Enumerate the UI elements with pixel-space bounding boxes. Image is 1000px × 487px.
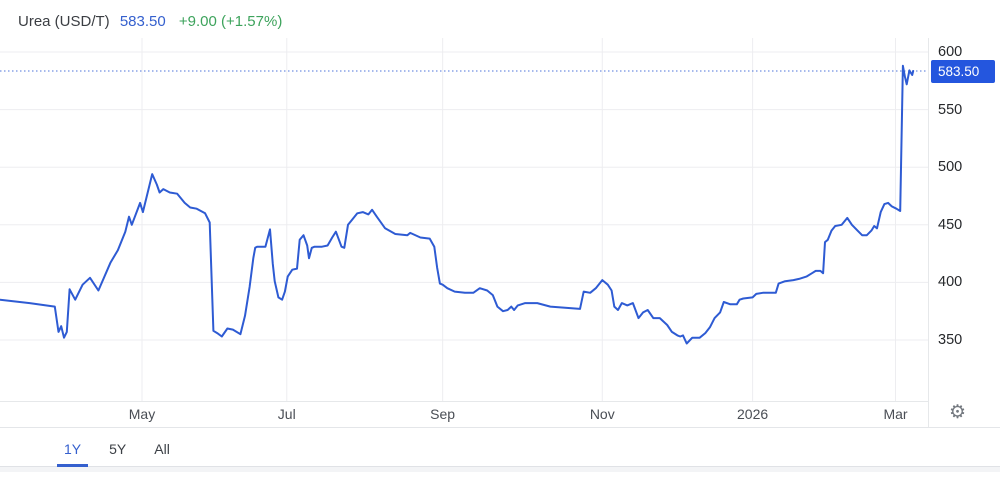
y-axis-tick-label: 500 xyxy=(938,159,963,176)
range-tab-5y[interactable]: 5Y xyxy=(109,441,127,457)
range-tab-1y[interactable]: 1Y xyxy=(57,441,89,467)
y-axis-tick-label: 450 xyxy=(938,216,963,233)
y-axis-divider xyxy=(928,38,929,428)
x-axis-tick-label: May xyxy=(128,406,156,422)
price-line-chart[interactable] xyxy=(0,0,928,401)
range-selector: 1Y 5Y All xyxy=(57,441,177,467)
price-change: +9.00 (+1.57%) xyxy=(178,13,283,30)
last-price: 583.50 xyxy=(119,13,166,30)
widget-bottom-strip xyxy=(0,467,1000,472)
y-axis-tick-label: 350 xyxy=(938,332,963,348)
current-price-badge: 583.50 xyxy=(931,59,995,83)
x-axis-tick-label: Nov xyxy=(589,406,615,422)
widget-bottom-divider xyxy=(0,466,1000,467)
y-axis-tick-label: 550 xyxy=(938,101,963,118)
settings-icon[interactable]: ⚙ xyxy=(949,402,967,423)
y-axis-tick-label: 400 xyxy=(938,274,963,291)
x-axis-tick-label: Jul xyxy=(277,406,296,422)
plot-bottom-border xyxy=(0,401,928,402)
range-tab-all[interactable]: All xyxy=(154,441,170,457)
x-axis-bottom-border xyxy=(0,427,1000,428)
x-axis-tick-label: 2026 xyxy=(737,406,769,422)
y-axis-tick-label: 600 xyxy=(938,44,963,60)
instrument-name: Urea (USD/T) xyxy=(18,13,110,30)
price-series-line xyxy=(0,64,915,345)
x-axis-tick-label: Sep xyxy=(430,406,456,422)
chart-header: Urea (USD/T) 583.50 +9.00 (+1.57%) xyxy=(18,13,282,30)
x-axis-tick-label: Mar xyxy=(883,406,908,422)
